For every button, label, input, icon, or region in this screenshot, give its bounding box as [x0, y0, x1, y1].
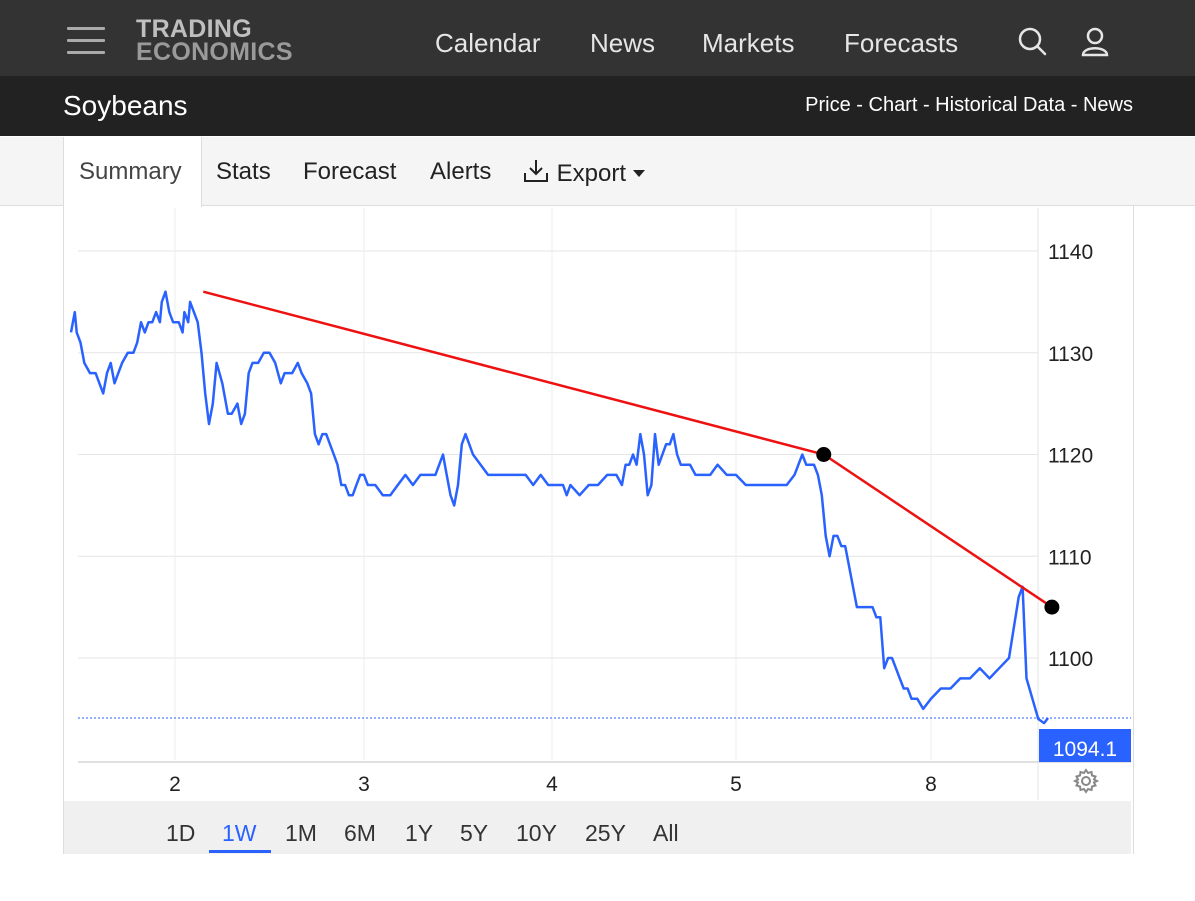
- trading-economics-logo[interactable]: TRADING ECONOMICS: [136, 15, 293, 66]
- tab-forecast[interactable]: Forecast: [303, 158, 397, 185]
- range-all[interactable]: All: [653, 820, 679, 846]
- range-1y[interactable]: 1Y: [405, 820, 434, 846]
- range-25y[interactable]: 25Y: [585, 820, 626, 846]
- logo-line2: ECONOMICS: [136, 38, 293, 66]
- range-1d[interactable]: 1D: [166, 820, 196, 846]
- range-6m[interactable]: 6M: [344, 820, 376, 846]
- logo-line1: TRADING: [136, 15, 252, 43]
- range-selector-bar: [64, 801, 1131, 854]
- tab-alerts[interactable]: Alerts: [430, 158, 492, 185]
- range-active-underline: [209, 850, 271, 853]
- range-10y[interactable]: 10Y: [516, 820, 557, 846]
- tab-active-indicator: [63, 137, 202, 207]
- subheader-links[interactable]: Price - Chart - Historical Data - News: [805, 94, 1133, 116]
- chart-frame: [63, 206, 1134, 854]
- range-1w[interactable]: 1W: [222, 820, 257, 846]
- nav-news[interactable]: News: [590, 28, 656, 58]
- search-icon[interactable]: [1015, 24, 1051, 60]
- page-title: Soybeans: [63, 90, 188, 121]
- tab-summary[interactable]: Summary: [79, 158, 182, 185]
- export-label: Export: [556, 160, 627, 187]
- top-navigation-bar: [0, 0, 1195, 76]
- nav-forecasts[interactable]: Forecasts: [844, 28, 959, 58]
- hamburger-menu-icon[interactable]: [67, 27, 105, 55]
- tab-export[interactable]: Export: [522, 158, 645, 188]
- caret-down-icon: [632, 170, 645, 177]
- subheader-bar: [0, 76, 1195, 136]
- user-icon[interactable]: [1077, 24, 1113, 60]
- nav-markets[interactable]: Markets: [702, 28, 795, 58]
- download-icon: [524, 160, 548, 182]
- nav-calendar[interactable]: Calendar: [435, 28, 541, 58]
- tab-stats[interactable]: Stats: [216, 158, 271, 185]
- range-5y[interactable]: 5Y: [460, 820, 489, 846]
- range-1m[interactable]: 1M: [285, 820, 317, 846]
- chart-settings-gear-icon[interactable]: [1072, 767, 1100, 795]
